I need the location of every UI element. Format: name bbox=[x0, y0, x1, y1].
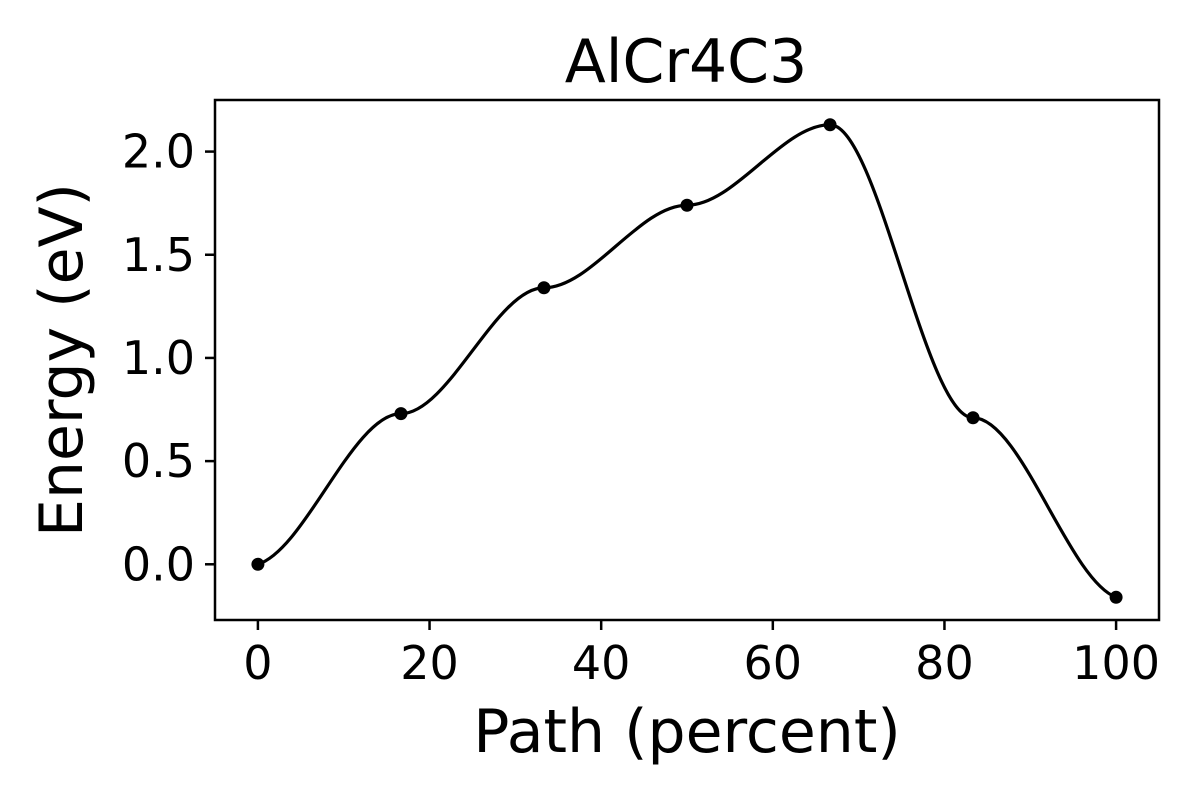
plot-frame bbox=[213, 98, 1161, 622]
y-tick-label: 2.0 bbox=[122, 125, 195, 179]
energy-curve bbox=[257, 123, 1117, 599]
x-tick-label: 0 bbox=[243, 636, 272, 690]
y-axis: 0.0 0.5 1.0 1.5 2.0 bbox=[122, 125, 215, 591]
x-tick-label: 40 bbox=[572, 636, 631, 690]
x-tick-label: 60 bbox=[744, 636, 803, 690]
x-tick-label: 100 bbox=[1072, 636, 1160, 690]
data-point bbox=[1109, 590, 1123, 604]
x-tick-label: 20 bbox=[400, 636, 459, 690]
data-point bbox=[680, 198, 694, 212]
data-point bbox=[537, 281, 551, 295]
y-tick-label: 0.0 bbox=[122, 537, 195, 591]
data-points bbox=[251, 118, 1123, 604]
x-axis-label: Path (percent) bbox=[473, 697, 901, 767]
y-tick-label: 1.5 bbox=[122, 228, 195, 282]
y-tick-label: 0.5 bbox=[122, 434, 195, 488]
x-axis: 0 20 40 60 80 100 bbox=[243, 620, 1160, 690]
y-tick-label: 1.0 bbox=[122, 331, 195, 385]
x-tick-label: 80 bbox=[915, 636, 974, 690]
data-point bbox=[823, 118, 837, 132]
data-point bbox=[251, 557, 265, 571]
chart-title: AlCr4C3 bbox=[565, 27, 808, 97]
y-axis-label: Energy (eV) bbox=[27, 183, 97, 537]
data-point bbox=[394, 407, 408, 421]
data-point bbox=[966, 411, 980, 425]
